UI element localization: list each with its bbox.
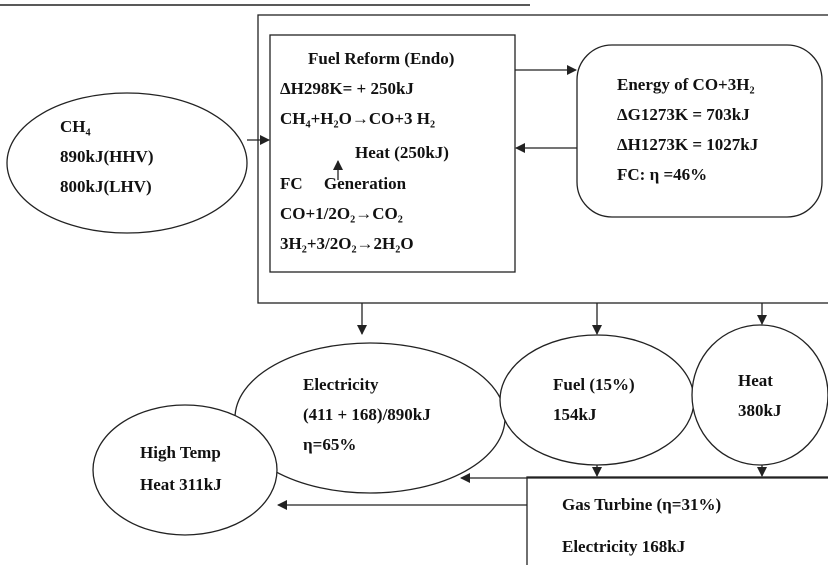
label: High Temp	[140, 443, 221, 462]
label: Fuel (15%)	[553, 375, 635, 394]
source-ellipse	[6, 92, 248, 234]
label: Heat	[738, 371, 773, 390]
energy-text: Energy of CO+3H₂ ΔG1273K = 703kJ ΔH1273K…	[617, 75, 759, 184]
label: Energy of CO+3H₂	[617, 75, 755, 94]
label: CH₄	[60, 117, 91, 136]
heat-ellipse	[691, 324, 828, 466]
energy-box	[576, 44, 823, 218]
label: 890kJ(HHV)	[60, 147, 154, 166]
label: CH₄+H₂O→CO+3 H₂	[280, 109, 435, 128]
label: CO+1/2O₂→CO₂	[280, 204, 403, 223]
label: ΔH1273K = 1027kJ	[617, 135, 759, 154]
label: Electricity	[303, 375, 379, 394]
label: (411 + 168)/890kJ	[303, 405, 431, 424]
high-temp-ellipse	[92, 404, 278, 536]
gas-turbine-box	[526, 476, 828, 565]
label: Fuel Reform (Endo)	[308, 49, 454, 68]
label: η=65%	[303, 435, 356, 454]
label: Heat (250kJ)	[355, 143, 449, 162]
gas-turbine-text: Gas Turbine (η=31%) Electricity 168kJ	[562, 495, 721, 556]
label: 800kJ(LHV)	[60, 177, 152, 196]
high-temp-text: High Temp Heat 311kJ	[140, 443, 222, 494]
source-text: CH₄ 890kJ(HHV) 800kJ(LHV)	[60, 117, 154, 196]
label: FC: η =46%	[617, 165, 707, 184]
label: Heat 311kJ	[140, 475, 222, 494]
fuel-ellipse	[499, 334, 695, 466]
label: 3H₂+3/2O₂→2H₂O	[280, 234, 414, 253]
reformer-text: Fuel Reform (Endo) ΔH298K= + 250kJ CH₄+H…	[280, 49, 454, 253]
label: 380kJ	[738, 401, 782, 420]
heat-text: Heat 380kJ	[738, 371, 782, 420]
label: FC Generation	[280, 174, 407, 193]
label: ΔG1273K = 703kJ	[617, 105, 750, 124]
electricity-text: Electricity (411 + 168)/890kJ η=65%	[303, 375, 431, 454]
label: Gas Turbine (η=31%)	[562, 495, 721, 514]
label: 154kJ	[553, 405, 597, 424]
label: Electricity 168kJ	[562, 537, 686, 556]
fuel-text: Fuel (15%) 154kJ	[553, 375, 635, 424]
label: ΔH298K= + 250kJ	[280, 79, 414, 98]
reformer-box	[269, 34, 516, 273]
